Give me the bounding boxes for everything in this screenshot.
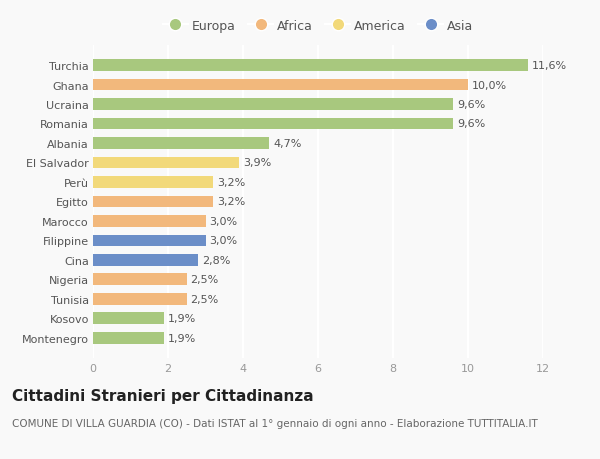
- Bar: [93, 177, 213, 188]
- Text: 2,5%: 2,5%: [191, 294, 219, 304]
- Text: 9,6%: 9,6%: [457, 100, 485, 110]
- Text: 1,9%: 1,9%: [168, 333, 196, 343]
- Bar: [93, 138, 269, 150]
- Bar: [93, 60, 528, 72]
- Text: 3,2%: 3,2%: [217, 197, 245, 207]
- Bar: [93, 274, 187, 285]
- Bar: [93, 196, 213, 208]
- Bar: [93, 254, 198, 266]
- Text: 1,9%: 1,9%: [168, 313, 196, 324]
- Bar: [93, 79, 468, 91]
- Bar: [93, 99, 453, 111]
- Bar: [93, 118, 453, 130]
- Text: 3,0%: 3,0%: [209, 216, 238, 226]
- Bar: [93, 293, 187, 305]
- Text: 4,7%: 4,7%: [273, 139, 301, 149]
- Bar: [93, 157, 239, 169]
- Text: 9,6%: 9,6%: [457, 119, 485, 129]
- Text: COMUNE DI VILLA GUARDIA (CO) - Dati ISTAT al 1° gennaio di ogni anno - Elaborazi: COMUNE DI VILLA GUARDIA (CO) - Dati ISTA…: [12, 418, 538, 428]
- Text: 3,0%: 3,0%: [209, 236, 238, 246]
- Text: 2,5%: 2,5%: [191, 274, 219, 285]
- Text: 2,8%: 2,8%: [202, 255, 230, 265]
- Text: 10,0%: 10,0%: [472, 80, 507, 90]
- Text: 3,2%: 3,2%: [217, 178, 245, 188]
- Bar: [93, 332, 164, 344]
- Text: Cittadini Stranieri per Cittadinanza: Cittadini Stranieri per Cittadinanza: [12, 388, 314, 403]
- Bar: [93, 235, 205, 246]
- Legend: Europa, Africa, America, Asia: Europa, Africa, America, Asia: [158, 15, 478, 38]
- Bar: [93, 313, 164, 325]
- Text: 11,6%: 11,6%: [532, 61, 567, 71]
- Bar: [93, 216, 205, 227]
- Text: 3,9%: 3,9%: [243, 158, 271, 168]
